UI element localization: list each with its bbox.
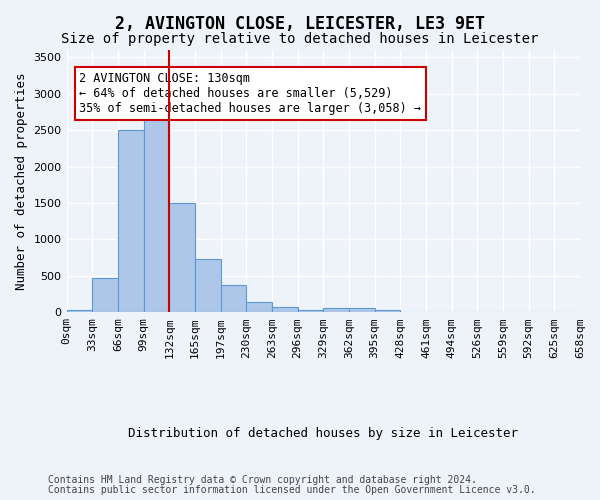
Text: 2 AVINGTON CLOSE: 130sqm
← 64% of detached houses are smaller (5,529)
35% of sem: 2 AVINGTON CLOSE: 130sqm ← 64% of detach… [79, 72, 421, 115]
Bar [323, 308, 349, 312]
Bar [92, 278, 118, 312]
Bar [195, 259, 221, 312]
Text: Size of property relative to detached houses in Leicester: Size of property relative to detached ho… [61, 32, 539, 46]
Bar [118, 130, 143, 312]
Text: Contains HM Land Registry data © Crown copyright and database right 2024.: Contains HM Land Registry data © Crown c… [48, 475, 477, 485]
Bar [221, 284, 246, 312]
Bar [298, 310, 323, 312]
Bar [374, 310, 400, 312]
Text: 2, AVINGTON CLOSE, LEICESTER, LE3 9ET: 2, AVINGTON CLOSE, LEICESTER, LE3 9ET [115, 15, 485, 33]
Text: Contains public sector information licensed under the Open Government Licence v3: Contains public sector information licen… [48, 485, 536, 495]
Bar [246, 302, 272, 312]
Bar [272, 307, 298, 312]
Bar [169, 203, 195, 312]
Bar [349, 308, 374, 312]
Bar [143, 106, 169, 312]
Y-axis label: Number of detached properties: Number of detached properties [15, 72, 28, 290]
Bar [67, 310, 92, 312]
X-axis label: Distribution of detached houses by size in Leicester: Distribution of detached houses by size … [128, 427, 518, 440]
